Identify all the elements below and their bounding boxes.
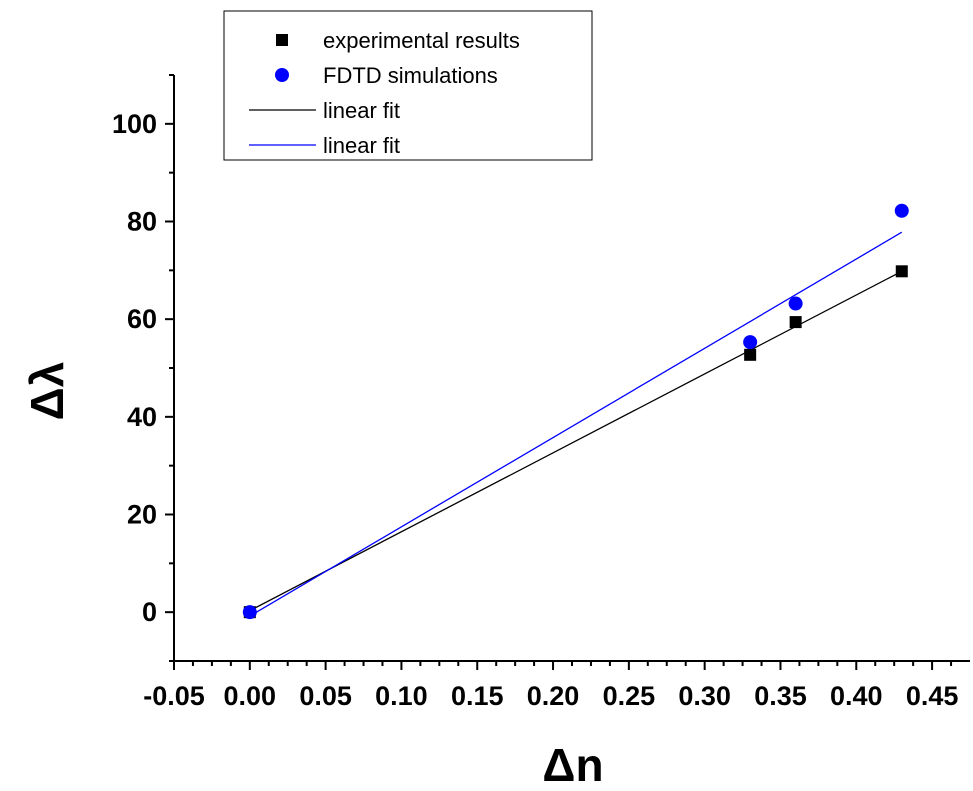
y-tick-label: 20 [127, 500, 157, 530]
x-tick-label: 0.05 [299, 681, 352, 711]
x-tick-label: 0.15 [451, 681, 504, 711]
data-point-square [789, 316, 802, 329]
data-point-square [744, 348, 757, 361]
x-tick-label: 0.35 [754, 681, 807, 711]
data-points [242, 203, 909, 620]
legend-label: experimental results [323, 28, 520, 53]
data-point-square [895, 265, 908, 278]
fit-line [249, 270, 903, 612]
x-tick-label: 0.25 [603, 681, 656, 711]
x-tick-label: 0.45 [906, 681, 959, 711]
legend-label: FDTD simulations [323, 63, 498, 88]
x-tick-label: 0.10 [375, 681, 428, 711]
x-tick-label: 0.30 [678, 681, 731, 711]
y-tick-label: 40 [127, 402, 157, 432]
y-tick-label: 0 [142, 597, 157, 627]
y-tick-label: 60 [127, 304, 157, 334]
legend-marker-circle [275, 68, 289, 82]
data-point-circle [894, 203, 909, 218]
x-tick-label: -0.05 [143, 681, 205, 711]
legend-label: linear fit [323, 98, 400, 123]
fit-line [249, 231, 903, 617]
data-point-circle [743, 335, 758, 350]
x-axis-title: Δn [542, 739, 603, 791]
axes: 0 20 40 60 80 100 -0.05 0.00 0.05 0.10 0.15 0.20 0.2… [112, 74, 970, 711]
fit-lines [249, 231, 903, 617]
y-tick-label: 80 [127, 207, 157, 237]
legend-label: linear fit [323, 133, 400, 158]
y-axis-title: Δλ [21, 362, 73, 421]
legend-marker-square [276, 34, 288, 46]
x-tick-label: 0.20 [527, 681, 580, 711]
x-tick-label: 0.00 [224, 681, 277, 711]
x-tick-label: 0.40 [830, 681, 883, 711]
y-tick-label: 100 [112, 109, 157, 139]
data-point-circle [242, 605, 257, 620]
legend: experimental results FDTD simulations line… [223, 10, 593, 161]
data-point-circle [788, 296, 803, 311]
